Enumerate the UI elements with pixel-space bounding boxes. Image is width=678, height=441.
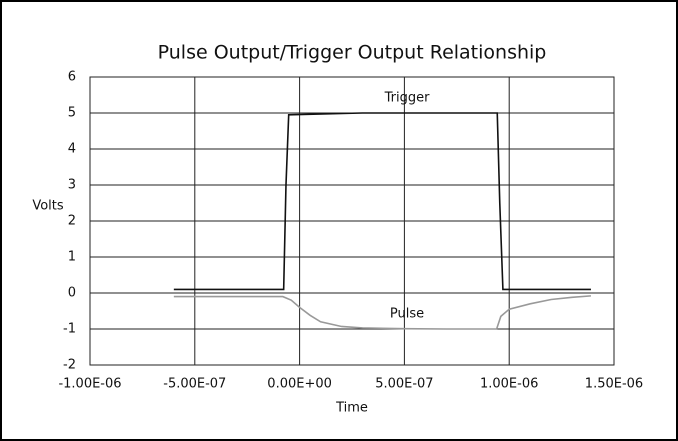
y-tick-label: 6 xyxy=(68,70,76,85)
x-tick-label: 0.00E+00 xyxy=(267,377,332,392)
x-tick-label: 1.50E-06 xyxy=(585,377,643,392)
y-axis-label: Volts xyxy=(32,199,64,214)
y-tick-label: 2 xyxy=(68,214,76,229)
y-tick-label: 1 xyxy=(68,250,76,265)
x-tick-label: -1.00E-06 xyxy=(58,377,121,392)
x-tick-label: 1.00E-06 xyxy=(480,377,538,392)
chart-title: Pulse Output/Trigger Output Relationship xyxy=(158,42,547,64)
x-axis-label: Time xyxy=(335,401,368,416)
series-line xyxy=(173,295,592,330)
y-tick-label: 4 xyxy=(68,142,76,157)
plot-border xyxy=(89,76,615,366)
x-tick-label: -5.00E-07 xyxy=(163,377,226,392)
y-tick-label: -2 xyxy=(63,358,76,373)
series-label: Pulse xyxy=(390,307,424,322)
series-line xyxy=(173,112,591,291)
series-label: Trigger xyxy=(384,91,430,106)
y-tick-label: 0 xyxy=(68,286,76,301)
y-tick-label: 5 xyxy=(68,106,76,121)
y-tick-label: -1 xyxy=(63,322,76,337)
x-tick-label: 5.00E-07 xyxy=(375,377,433,392)
y-tick-label: 3 xyxy=(68,178,76,193)
